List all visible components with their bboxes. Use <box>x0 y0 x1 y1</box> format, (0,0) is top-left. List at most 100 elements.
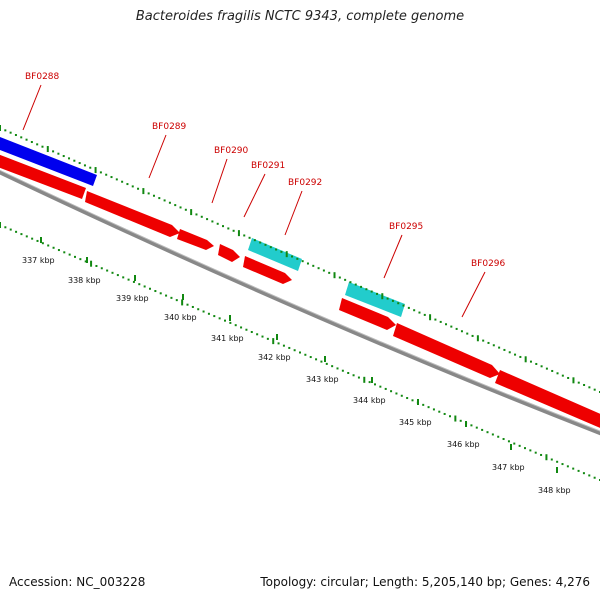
gc-dot <box>100 267 103 270</box>
gc-dot <box>269 246 272 249</box>
gc-dot <box>240 326 243 329</box>
gc-mark <box>190 209 193 216</box>
gc-dot <box>397 302 400 305</box>
gc-dot <box>370 290 373 293</box>
gene-label-bf0292[interactable]: BF0292 <box>288 178 322 188</box>
gene-bf0292-cds[interactable] <box>218 244 240 262</box>
rna-feature-1[interactable] <box>248 238 302 271</box>
gc-dot <box>99 171 102 174</box>
gc-dot <box>561 374 564 377</box>
gc-dot <box>481 428 484 431</box>
gc-dot <box>121 180 124 183</box>
gc-dot <box>567 376 570 379</box>
gc-dot <box>170 296 173 299</box>
gene-label-bf0288[interactable]: BF0288 <box>25 72 60 82</box>
gc-dot <box>296 257 299 260</box>
ruler-tick <box>134 275 136 281</box>
gc-dot <box>402 304 405 307</box>
gc-dot <box>470 424 473 427</box>
gc-dot <box>126 183 129 186</box>
gene-bf0297-cds[interactable] <box>495 370 600 430</box>
gene-label-bf0296[interactable]: BF0296 <box>471 259 506 269</box>
gc-dot <box>95 264 98 267</box>
gc-dot <box>593 476 596 479</box>
gc-dot <box>550 458 553 461</box>
gc-dot <box>30 141 33 144</box>
gc-dot <box>175 299 178 302</box>
gc-dot <box>73 159 76 162</box>
gc-dot <box>83 164 86 167</box>
gc-dot <box>147 192 150 195</box>
gc-dot <box>197 308 200 311</box>
gene-bf0296-cds[interactable] <box>393 323 500 378</box>
gene-label-leader-line <box>383 234 403 279</box>
gc-dot <box>328 271 331 274</box>
gc-dot <box>386 297 389 300</box>
gc-dot <box>4 129 7 132</box>
gc-dot <box>545 367 548 370</box>
gc-dot <box>165 294 168 297</box>
gc-dot <box>459 419 462 422</box>
gc-dot <box>250 331 253 334</box>
ruler-tick <box>417 399 419 405</box>
ruler-tick-label: 348 kbp <box>538 486 571 495</box>
gc-dot <box>20 233 23 236</box>
gc-mark <box>94 167 97 174</box>
gc-dot <box>211 220 214 223</box>
gc-dot <box>368 381 371 384</box>
gc-dot <box>390 390 393 393</box>
ruler-tick <box>465 421 467 427</box>
gene-label-bf0290[interactable]: BF0290 <box>214 146 249 156</box>
gc-dot <box>475 426 478 429</box>
gc-mark <box>237 230 240 237</box>
ruler-tick <box>556 467 558 473</box>
gc-dot <box>306 262 309 265</box>
gc-dot <box>577 469 580 472</box>
ruler-tick <box>40 237 42 243</box>
ruler-tick-label: 344 kbp <box>353 396 386 405</box>
gene-bf0292b-cds[interactable] <box>243 256 292 284</box>
gc-dot <box>253 239 256 242</box>
gc-dot <box>556 372 559 375</box>
gene-bf0291-cds[interactable] <box>177 229 214 250</box>
gc-dot <box>213 315 216 318</box>
gene-bf0295-cds[interactable] <box>339 298 396 330</box>
ruler-tick-label: 346 kbp <box>447 440 480 449</box>
gc-dot <box>491 433 494 436</box>
gc-mark <box>142 188 145 195</box>
ruler-tick <box>182 294 184 300</box>
gc-dot <box>106 269 109 272</box>
gene-label-leader-line <box>148 134 167 179</box>
gc-dot <box>503 348 506 351</box>
ruler-tick <box>371 377 373 383</box>
gc-dot <box>158 197 161 200</box>
gene-label-bf0291[interactable]: BF0291 <box>251 161 285 171</box>
gc-dot <box>163 199 166 202</box>
gc-dot <box>443 412 446 415</box>
gc-dot <box>341 369 344 372</box>
gc-dot <box>174 204 177 207</box>
gene-bf0289-cds[interactable] <box>0 153 86 199</box>
gc-dot <box>572 467 575 470</box>
rna-feature-2[interactable] <box>345 282 405 317</box>
gc-mark <box>524 356 527 363</box>
gene-bf0290-cds[interactable] <box>85 191 180 237</box>
gc-dot <box>309 356 312 359</box>
gc-mark <box>545 454 548 461</box>
gc-dot <box>513 442 516 445</box>
ruler-tick-label: 345 kbp <box>399 418 432 427</box>
gc-dot <box>280 250 283 253</box>
gc-dot <box>588 386 591 389</box>
gene-bf0288-cds[interactable] <box>0 135 97 186</box>
gc-dot <box>52 150 55 153</box>
gc-mark <box>90 260 93 267</box>
gc-dot <box>222 225 225 228</box>
gc-dot <box>315 358 318 361</box>
gene-label-bf0295[interactable]: BF0295 <box>389 222 423 232</box>
gc-dot <box>74 255 76 258</box>
gc-dot <box>62 155 65 158</box>
gc-mark <box>181 299 184 306</box>
gene-label-bf0289[interactable]: BF0289 <box>152 122 187 132</box>
gc-dot <box>234 324 237 327</box>
